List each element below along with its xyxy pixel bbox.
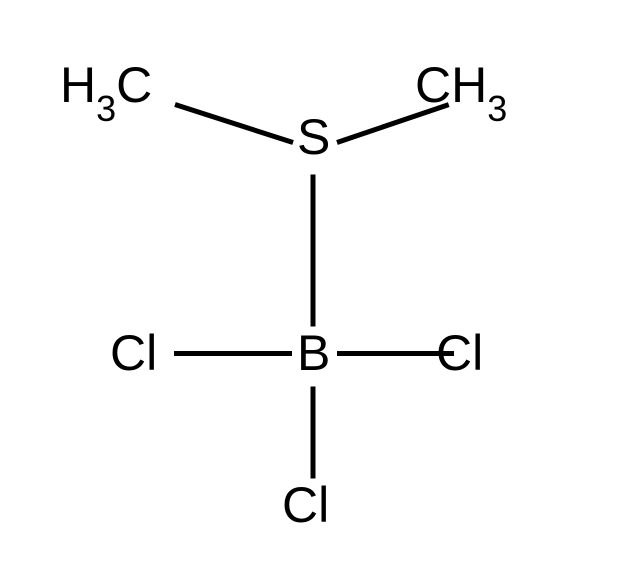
- bond-b-cl-bottom: [311, 386, 316, 478]
- bond-h3c-s: [174, 102, 294, 145]
- atom-text: C: [116, 57, 152, 113]
- bond-b-cl-right: [337, 351, 454, 356]
- atom-subscript: 3: [487, 88, 507, 129]
- atom-sulfur: S: [297, 112, 330, 162]
- chemical-structure-diagram: H3C CH3 S B Cl Cl Cl: [0, 0, 640, 585]
- bond-s-b: [311, 174, 316, 326]
- atom-subscript: 3: [96, 88, 116, 129]
- atom-chlorine-left: Cl: [110, 328, 157, 378]
- atom-h3c-left: H3C: [60, 60, 152, 119]
- atom-text: H: [60, 57, 96, 113]
- atom-chlorine-bottom: Cl: [282, 480, 329, 530]
- atom-text: CH: [415, 57, 487, 113]
- bond-s-ch3: [336, 102, 450, 145]
- atom-boron: B: [297, 328, 330, 378]
- bond-cl-b-left: [174, 351, 292, 356]
